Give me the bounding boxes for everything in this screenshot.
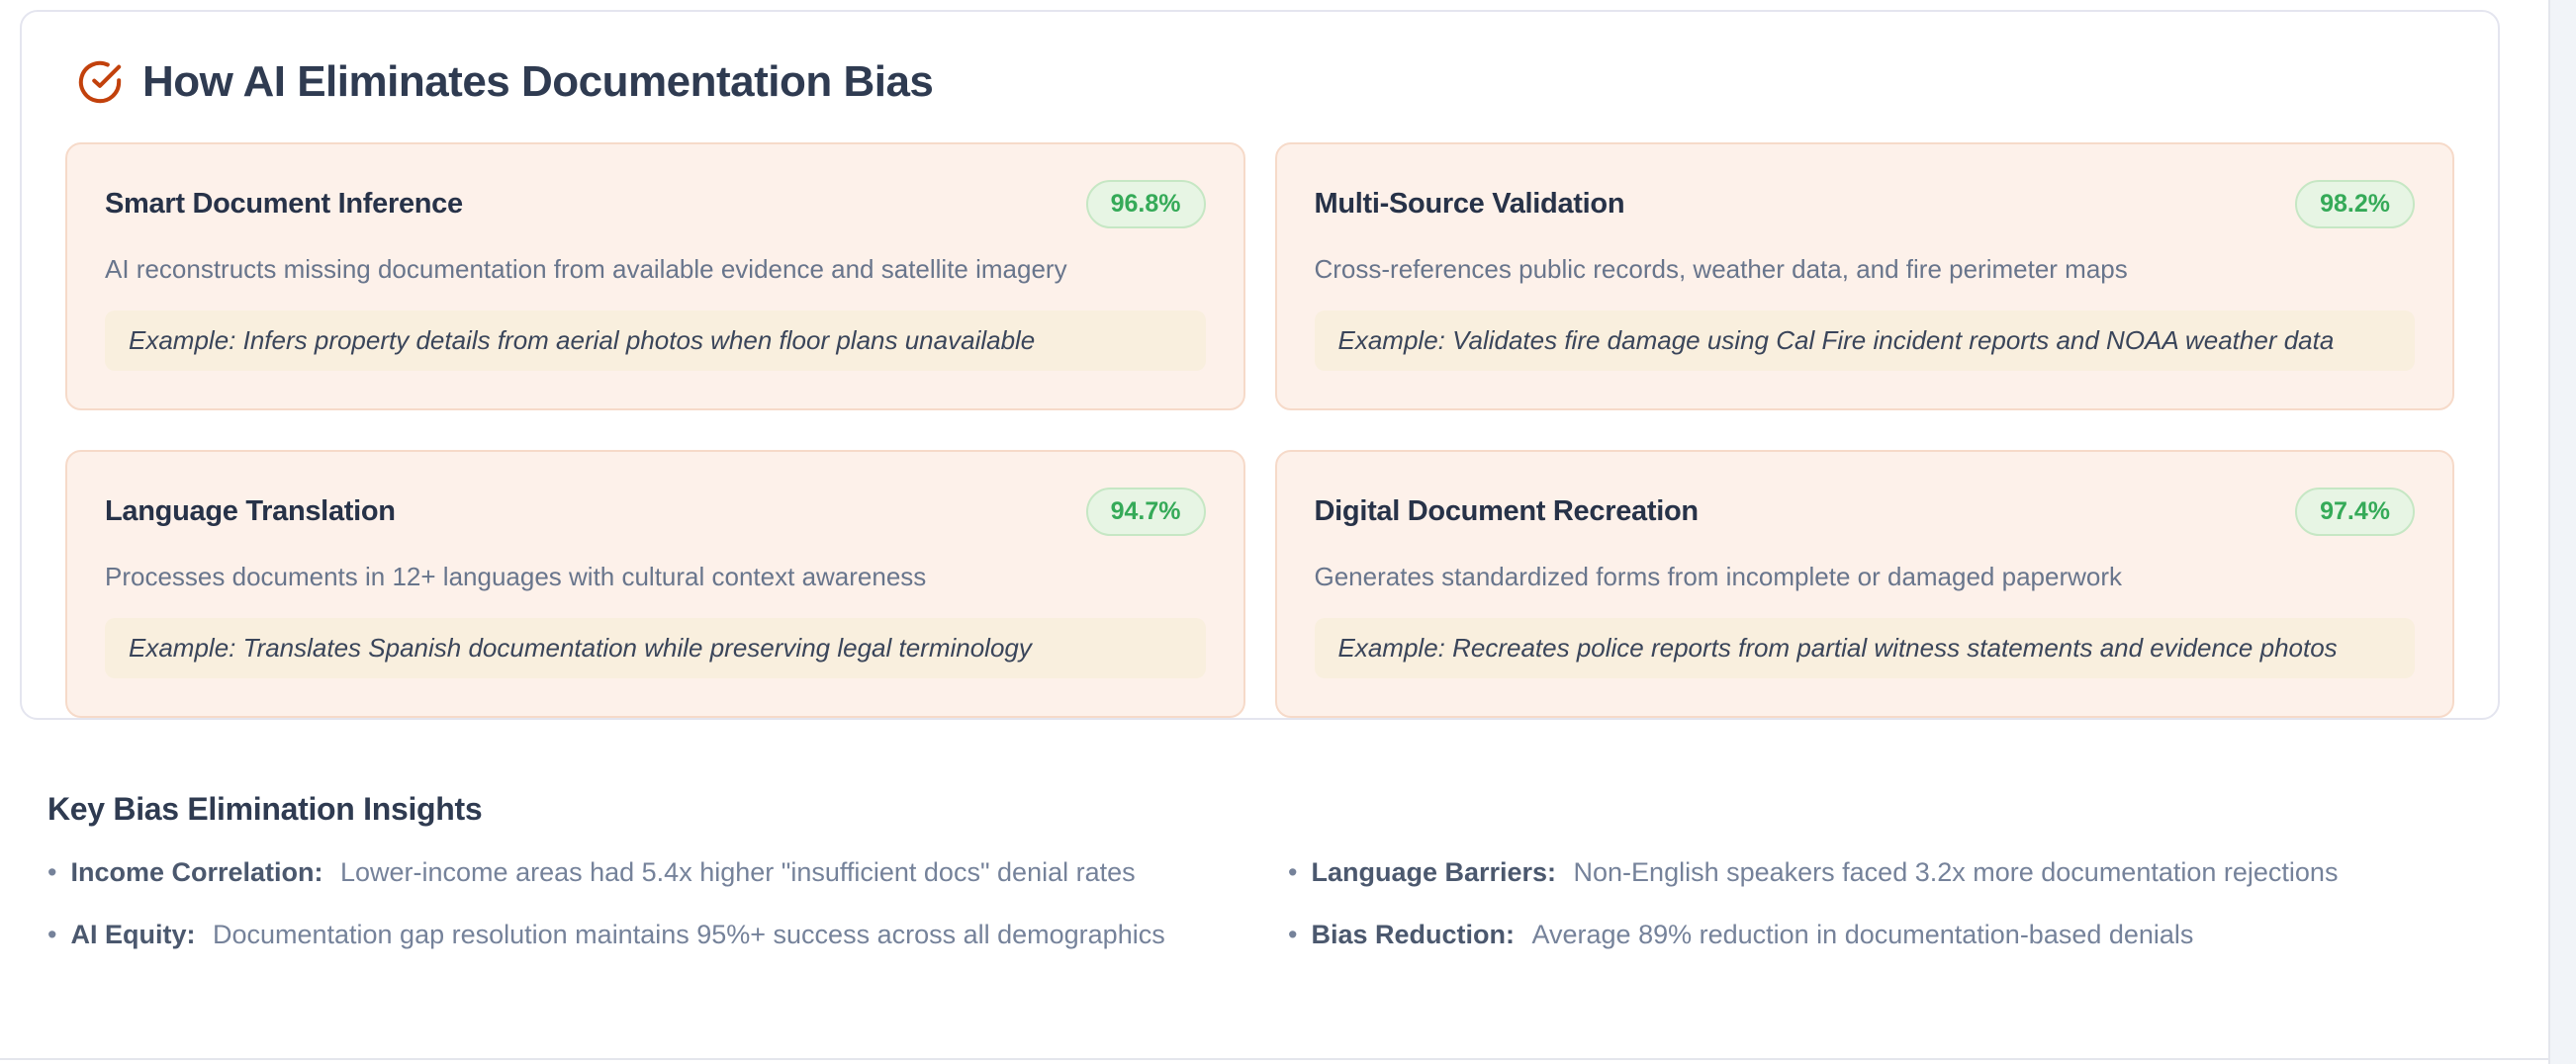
insights-title: Key Bias Elimination Insights <box>47 791 483 827</box>
insight-language-barriers: • Language Barriers: Non-English speaker… <box>1288 857 2461 888</box>
insight-income-correlation: • Income Correlation: Lower-income areas… <box>47 857 1288 888</box>
check-circle-icon <box>77 59 123 105</box>
insight-bias-reduction: • Bias Reduction: Average 89% reduction … <box>1288 920 2461 950</box>
accuracy-badge: 94.7% <box>1085 488 1206 536</box>
feature-card-description: Processes documents in 12+ languages wit… <box>105 562 927 591</box>
feature-card-language-translation: Language Translation 94.7% Processes doc… <box>65 450 1245 718</box>
insight-body: Lower-income areas had 5.4x higher "insu… <box>340 857 1136 887</box>
insight-label: AI Equity: <box>70 920 203 949</box>
insight-label: Income Correlation: <box>70 857 330 887</box>
feature-card-example: Example: Recreates police reports from p… <box>1314 618 2415 678</box>
feature-card-title: Multi-Source Validation <box>1314 188 1625 220</box>
feature-card-multi-source-validation: Multi-Source Validation 98.2% Cross-refe… <box>1274 142 2454 410</box>
feature-card-header: Language Translation 94.7% <box>105 488 1206 536</box>
bullet-icon: • <box>1288 920 1298 949</box>
feature-card-title: Smart Document Inference <box>105 188 463 220</box>
page-title: How AI Eliminates Documentation Bias <box>142 57 934 106</box>
insight-label: Language Barriers: <box>1311 857 1564 887</box>
insight-body: Average 89% reduction in documentation-b… <box>1531 920 2194 949</box>
feature-card-description: AI reconstructs missing documentation fr… <box>105 254 1067 284</box>
feature-cards-grid: Smart Document Inference 96.8% AI recons… <box>65 142 2454 718</box>
insight-text: Income Correlation: Lower-income areas h… <box>70 857 1135 888</box>
section-divider <box>0 1058 2548 1060</box>
feature-card-digital-document-recreation: Digital Document Recreation 97.4% Genera… <box>1274 450 2454 718</box>
feature-card-header: Smart Document Inference 96.8% <box>105 180 1206 228</box>
feature-card-header: Multi-Source Validation 98.2% <box>1314 180 2415 228</box>
feature-card-header: Digital Document Recreation 97.4% <box>1314 488 2415 536</box>
feature-card-example: Example: Translates Spanish documentatio… <box>105 618 1206 678</box>
feature-card-example: Example: Validates fire damage using Cal… <box>1314 310 2415 371</box>
insight-text: Bias Reduction: Average 89% reduction in… <box>1311 920 2193 950</box>
ai-documentation-bias-card: How AI Eliminates Documentation Bias Sma… <box>20 10 2500 720</box>
insight-ai-equity: • AI Equity: Documentation gap resolutio… <box>47 920 1288 950</box>
feature-card-description: Generates standardized forms from incomp… <box>1314 562 2123 591</box>
insight-text: AI Equity: Documentation gap resolution … <box>70 920 1164 950</box>
insight-body: Non-English speakers faced 3.2x more doc… <box>1573 857 2339 887</box>
feature-card-title: Digital Document Recreation <box>1314 495 1700 527</box>
bullet-icon: • <box>47 920 57 949</box>
insight-label: Bias Reduction: <box>1311 920 1522 949</box>
section-header: How AI Eliminates Documentation Bias <box>77 57 2454 107</box>
scrollbar-track[interactable] <box>2548 0 2576 1064</box>
accuracy-badge: 96.8% <box>1085 180 1206 228</box>
key-insights-section: Key Bias Elimination Insights • Income C… <box>47 791 2461 950</box>
insight-text: Language Barriers: Non-English speakers … <box>1311 857 2338 888</box>
feature-card-title: Language Translation <box>105 495 396 527</box>
bullet-icon: • <box>47 857 57 887</box>
feature-card-smart-document-inference: Smart Document Inference 96.8% AI recons… <box>65 142 1245 410</box>
insight-body: Documentation gap resolution maintains 9… <box>212 920 1165 949</box>
feature-card-example: Example: Infers property details from ae… <box>105 310 1206 371</box>
feature-card-description: Cross-references public records, weather… <box>1314 254 2128 284</box>
accuracy-badge: 97.4% <box>2295 488 2415 536</box>
accuracy-badge: 98.2% <box>2295 180 2415 228</box>
insights-grid: • Income Correlation: Lower-income areas… <box>47 857 2461 950</box>
bullet-icon: • <box>1288 857 1298 887</box>
